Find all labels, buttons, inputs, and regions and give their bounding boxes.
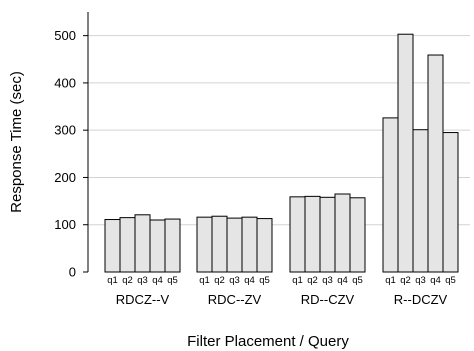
query-label: q4 — [430, 275, 441, 286]
query-label: q4 — [337, 275, 348, 286]
bar — [134, 214, 151, 273]
bar — [334, 193, 351, 273]
group-label: RD--CZV — [301, 292, 355, 307]
query-label: q3 — [229, 275, 240, 286]
query-label: q4 — [152, 275, 163, 286]
group-label: RDCZ--V — [116, 292, 170, 307]
axes — [83, 12, 89, 273]
bar — [304, 195, 321, 273]
bar — [119, 217, 136, 273]
query-label: q3 — [137, 275, 148, 286]
query-label: q3 — [415, 275, 426, 286]
bar — [382, 117, 399, 273]
query-label: q4 — [244, 275, 255, 286]
query-label: q5 — [352, 275, 363, 286]
bar — [241, 216, 258, 273]
y-axis-title: Response Time (sec) — [8, 71, 25, 213]
y-tick-label: 300 — [54, 123, 76, 138]
y-tick-label: 200 — [54, 170, 76, 185]
query-label: q1 — [107, 275, 118, 286]
bar — [442, 132, 459, 273]
x-axis-title: Filter Placement / Query — [187, 333, 349, 350]
query-label: q1 — [292, 275, 303, 286]
query-label: q1 — [199, 275, 210, 286]
query-label: q3 — [322, 275, 333, 286]
bars — [104, 33, 459, 273]
bar — [319, 196, 336, 273]
bar — [289, 196, 306, 273]
y-tick-label: 500 — [54, 28, 76, 43]
bar — [397, 33, 414, 273]
bar — [211, 215, 228, 273]
bar — [164, 218, 181, 273]
bar — [149, 219, 166, 273]
bar — [196, 216, 213, 273]
labels: 0 100 200 300 400 500 q1 q2 q3 q4 q5 RDCZ--V q1 q2 q3 q… — [54, 28, 455, 307]
query-label: q2 — [122, 275, 133, 286]
query-label: q2 — [307, 275, 318, 286]
y-tick-label: 0 — [69, 265, 76, 280]
query-label: q5 — [445, 275, 456, 286]
query-label: q5 — [259, 275, 270, 286]
query-label: q2 — [214, 275, 225, 286]
bar — [412, 129, 429, 273]
bar — [349, 197, 366, 273]
y-tick-label: 400 — [54, 75, 76, 90]
bar — [256, 218, 273, 273]
bar — [226, 217, 243, 273]
query-label: q2 — [400, 275, 411, 286]
group-label: R--DCZV — [394, 292, 448, 307]
bar — [104, 219, 121, 273]
y-tick-label: 100 — [54, 217, 76, 232]
group-label: RDC--ZV — [208, 292, 262, 307]
bar — [427, 54, 444, 273]
query-label: q1 — [385, 275, 396, 286]
query-label: q5 — [167, 275, 178, 286]
